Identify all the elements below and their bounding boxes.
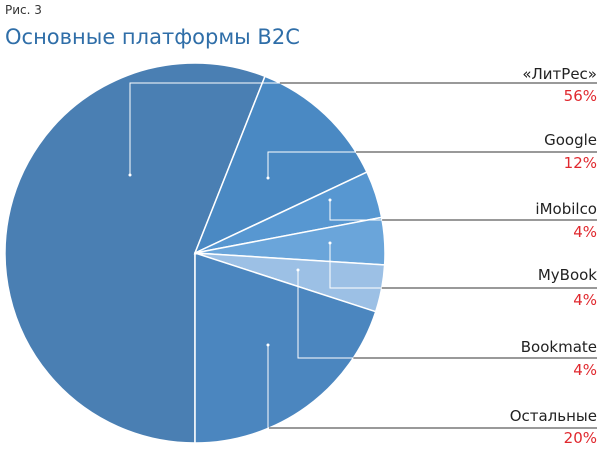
leader-line: [297, 270, 354, 359]
legend-label: Остальные: [510, 407, 597, 425]
value-label: 20%: [564, 429, 597, 447]
value-label: 4%: [573, 291, 597, 309]
figure-label: Рис. 3: [5, 3, 42, 17]
leader-line: [267, 345, 269, 429]
value-label: 4%: [573, 223, 597, 241]
legend-label: Google: [544, 131, 597, 149]
legend-label: iMobilco: [535, 200, 597, 218]
pie-slice: [194, 251, 377, 444]
pie-slice: [4, 62, 266, 444]
legend-label: Bookmate: [521, 338, 597, 356]
value-label: 12%: [564, 154, 597, 172]
chart-title: Основные платформы B2C: [5, 25, 300, 49]
legend-label: «ЛитРес»: [522, 65, 597, 83]
leader-line: [329, 200, 383, 221]
value-label: 56%: [564, 87, 597, 105]
value-label: 4%: [573, 361, 597, 379]
leader-line: [329, 243, 382, 289]
pie-slice: [193, 75, 368, 255]
leader-line: [267, 151, 356, 178]
leader-line: [129, 82, 280, 175]
legend-label: MyBook: [538, 266, 597, 284]
